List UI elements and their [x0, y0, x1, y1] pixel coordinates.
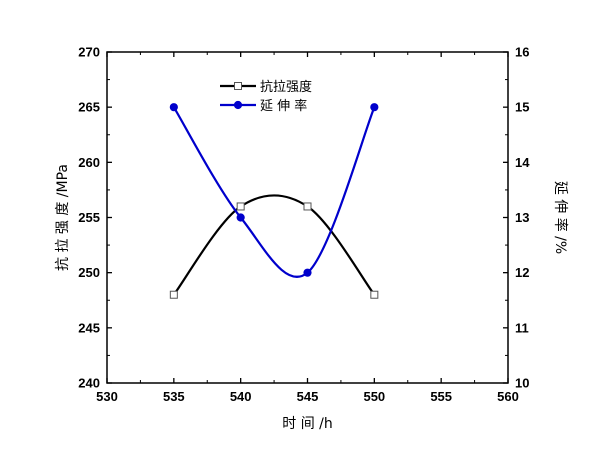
y-axis-right-title: 延 伸 率 /% [552, 181, 569, 254]
legend: 抗拉强度 延 伸 率 [220, 79, 312, 114]
curves [172, 106, 376, 296]
point-tensile-strength [303, 202, 312, 211]
y-right-tick-label: 13 [515, 210, 529, 225]
series-line-1 [172, 106, 376, 278]
x-tick-label: 545 [297, 389, 319, 404]
x-tick-label: 540 [230, 389, 252, 404]
point-elongation [169, 103, 178, 112]
legend-marker-elongation [233, 100, 243, 110]
point-elongation [303, 268, 312, 277]
x-tick-label: 530 [96, 389, 118, 404]
point-elongation [370, 103, 379, 112]
y-left-tick-label: 250 [78, 265, 100, 280]
legend-marker-tensile-strength [234, 82, 242, 90]
point-tensile-strength [370, 290, 379, 299]
point-tensile-strength [236, 202, 245, 211]
y-right-tick-label: 11 [515, 320, 529, 335]
plot-frame [106, 51, 509, 384]
x-tick-label: 555 [430, 389, 452, 404]
x-axis-title: 时 间 /h [282, 416, 333, 432]
y-left-tick-label: 270 [78, 45, 100, 60]
y-right-tick-label: 10 [515, 376, 529, 391]
y-left-tick-label: 260 [78, 155, 100, 170]
y-left-tick-label: 265 [78, 100, 100, 115]
point-elongation [236, 213, 245, 222]
ticks [106, 51, 509, 384]
y-right-tick-label: 14 [515, 155, 530, 170]
legend-label-tensile-strength: 抗拉强度 [260, 79, 312, 95]
y-left-tick-label: 245 [78, 320, 100, 335]
x-tick-label: 560 [497, 389, 519, 404]
y-right-tick-label: 12 [515, 265, 529, 280]
tick-labels: 530 535 540 545 550 555 560 240 245 250 255 260 265 2… [78, 45, 530, 405]
y-right-tick-label: 15 [515, 100, 529, 115]
markers [169, 103, 379, 299]
y-left-tick-label: 255 [78, 210, 100, 225]
point-tensile-strength [169, 290, 178, 299]
x-tick-label: 550 [363, 389, 385, 404]
y-axis-left-title: 抗 拉 强 度 /MPa [55, 164, 71, 271]
x-tick-label: 535 [163, 389, 185, 404]
y-right-tick-label: 16 [515, 45, 529, 60]
y-left-tick-label: 240 [78, 376, 100, 391]
legend-label-elongation: 延 伸 率 [260, 98, 307, 114]
series-line-0 [172, 194, 376, 296]
